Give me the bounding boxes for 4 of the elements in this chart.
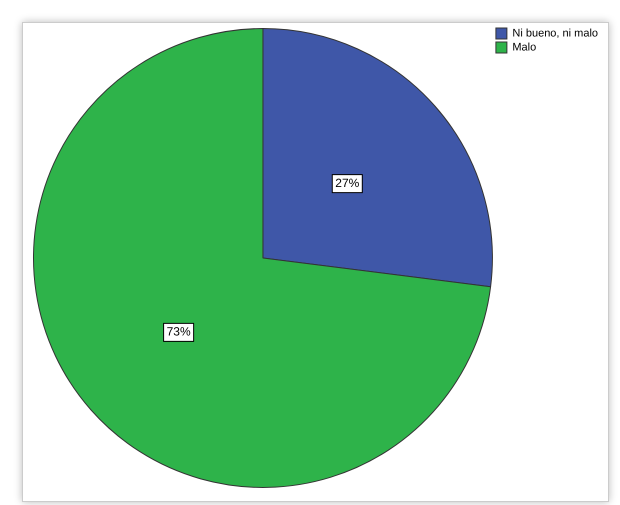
data-label: 73%	[166, 324, 191, 339]
data-label: 27%	[335, 176, 360, 190]
legend-label: Malo	[512, 42, 536, 54]
legend-label: Ni bueno, ni malo	[512, 28, 598, 40]
